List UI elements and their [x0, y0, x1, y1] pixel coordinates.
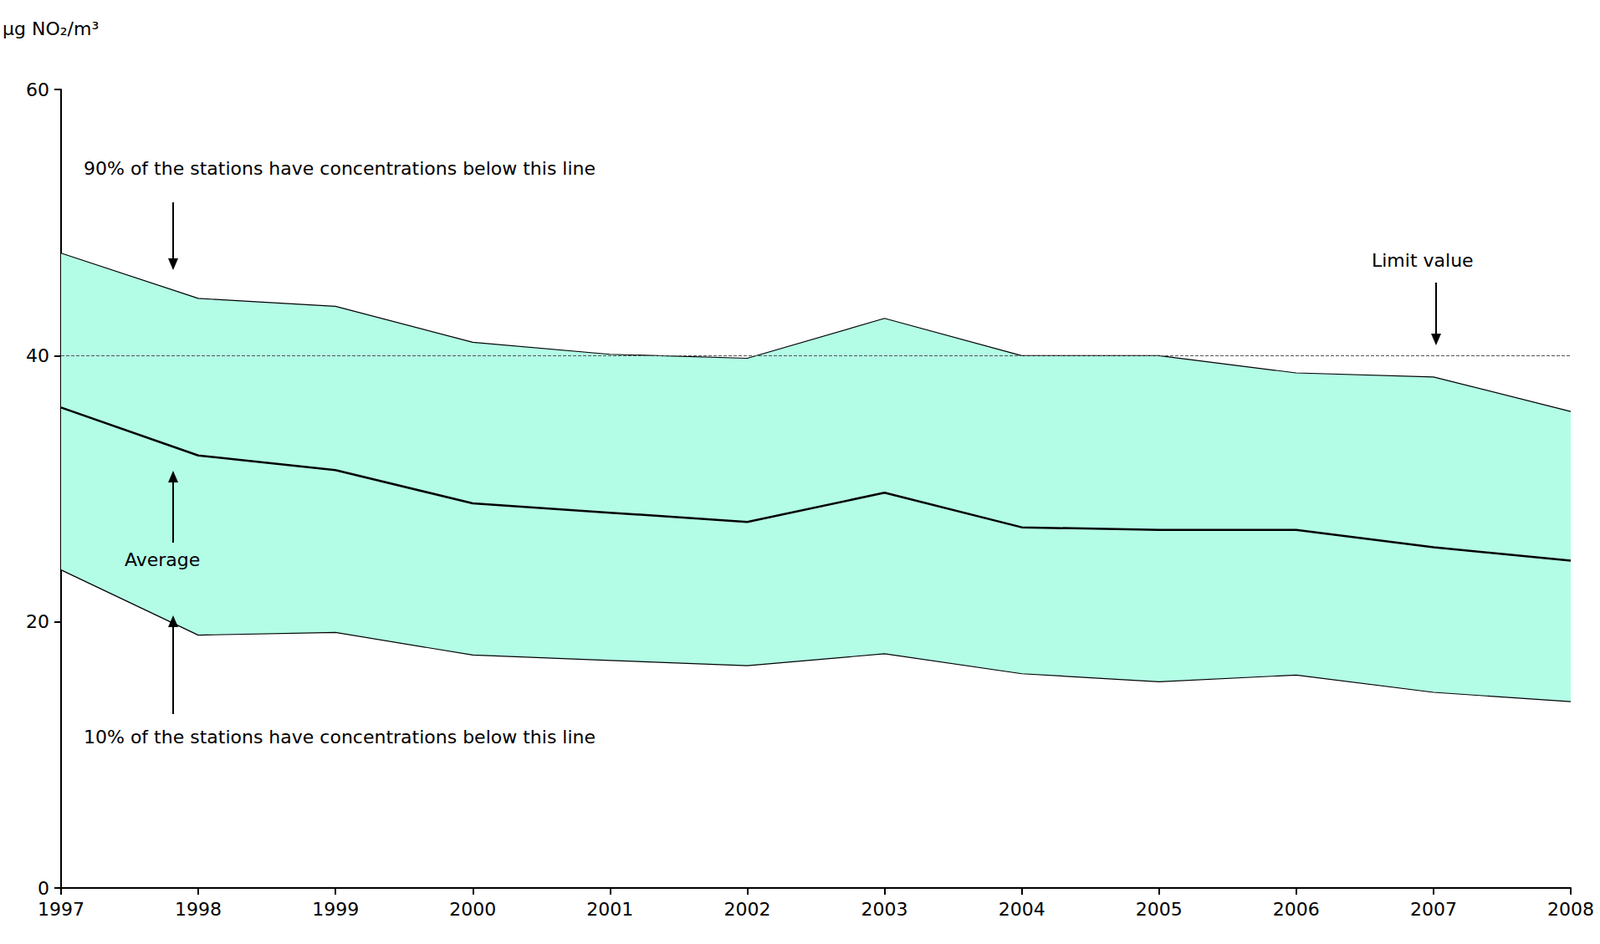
svg-text:2005: 2005	[1135, 899, 1183, 921]
svg-text:2003: 2003	[861, 899, 909, 921]
svg-text:Limit value: Limit value	[1371, 250, 1474, 271]
svg-text:2007: 2007	[1410, 899, 1457, 921]
svg-text:1999: 1999	[311, 899, 359, 921]
svg-text:1998: 1998	[174, 899, 222, 921]
svg-text:Average: Average	[124, 549, 200, 571]
svg-text:60: 60	[25, 79, 50, 101]
svg-text:10% of the stations have conce: 10% of the stations have concentrations …	[83, 726, 596, 748]
svg-text:2001: 2001	[586, 899, 634, 921]
svg-text:90% of the stations have conce: 90% of the stations have concentrations …	[83, 158, 596, 179]
svg-text:1997: 1997	[37, 899, 85, 921]
svg-text:2004: 2004	[998, 899, 1046, 921]
svg-text:40: 40	[25, 345, 50, 367]
svg-text:2008: 2008	[1547, 899, 1595, 921]
svg-text:µg NO₂/m³: µg NO₂/m³	[2, 18, 99, 40]
svg-text:2000: 2000	[449, 899, 496, 921]
svg-text:2002: 2002	[723, 899, 771, 921]
svg-text:20: 20	[25, 611, 50, 633]
svg-text:2006: 2006	[1272, 899, 1320, 921]
svg-text:0: 0	[37, 878, 50, 900]
